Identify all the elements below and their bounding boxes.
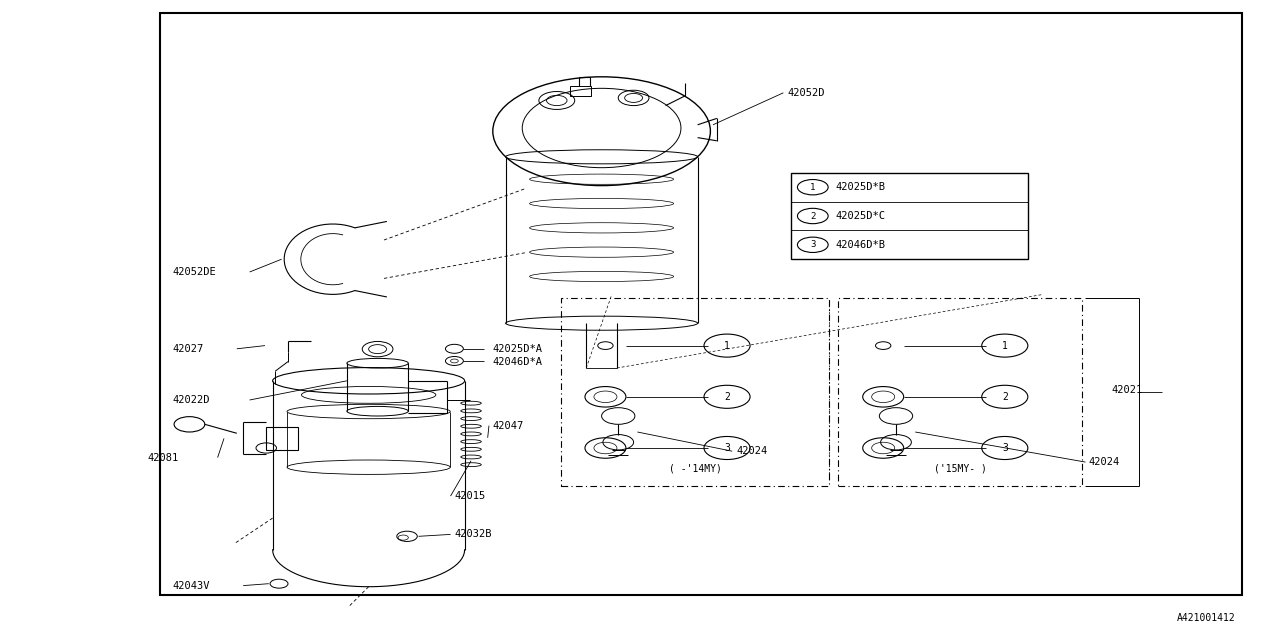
Text: 42025D*A: 42025D*A xyxy=(493,344,543,354)
Text: 42015: 42015 xyxy=(454,491,485,501)
Bar xyxy=(838,298,1082,486)
Text: ( -'14MY): ( -'14MY) xyxy=(668,463,722,474)
Text: 1: 1 xyxy=(724,340,730,351)
Text: 42022D: 42022D xyxy=(173,395,210,405)
Text: 2: 2 xyxy=(810,211,815,221)
Bar xyxy=(791,173,1028,259)
Text: 3: 3 xyxy=(810,240,815,250)
Text: 42027: 42027 xyxy=(173,344,204,354)
Text: ('15MY- ): ('15MY- ) xyxy=(933,463,987,474)
Text: 42024: 42024 xyxy=(1088,457,1119,467)
Text: 3: 3 xyxy=(724,443,730,453)
Text: 42025D*C: 42025D*C xyxy=(836,211,886,221)
Text: 42032B: 42032B xyxy=(454,529,492,540)
Bar xyxy=(160,13,1242,595)
Text: 42021: 42021 xyxy=(1111,385,1142,396)
Text: 2: 2 xyxy=(724,392,730,402)
Text: 1: 1 xyxy=(810,182,815,192)
Text: 3: 3 xyxy=(1002,443,1007,453)
Text: 42046D*A: 42046D*A xyxy=(493,356,543,367)
Text: 42024: 42024 xyxy=(736,446,767,456)
Bar xyxy=(266,427,298,450)
Text: 42081: 42081 xyxy=(147,452,178,463)
Text: 42047: 42047 xyxy=(493,420,524,431)
Text: A421001412: A421001412 xyxy=(1176,612,1235,623)
Text: 1: 1 xyxy=(1002,340,1007,351)
Text: 2: 2 xyxy=(1002,392,1007,402)
Text: 42052D: 42052D xyxy=(787,88,824,98)
Text: 42025D*B: 42025D*B xyxy=(836,182,886,192)
Text: 42052DE: 42052DE xyxy=(173,267,216,277)
Bar xyxy=(570,86,591,96)
Bar xyxy=(561,298,829,486)
Text: 42046D*B: 42046D*B xyxy=(836,240,886,250)
Text: 42043V: 42043V xyxy=(173,580,210,591)
